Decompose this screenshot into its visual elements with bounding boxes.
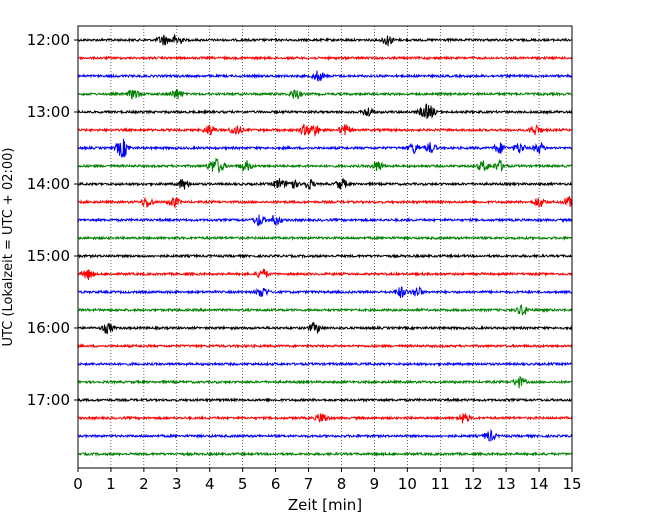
x-tick-label: 8	[337, 475, 347, 493]
trace-line	[77, 376, 573, 389]
trace-lines	[77, 33, 573, 458]
y-tick-label: 12:00	[27, 31, 70, 49]
x-tick-label: 4	[205, 475, 215, 493]
x-tick-label: 1	[106, 475, 116, 493]
trace-line	[77, 196, 573, 209]
trace-line	[77, 285, 573, 299]
trace-line	[77, 361, 572, 368]
trace-line	[77, 214, 573, 227]
trace-line	[77, 157, 573, 175]
trace-line	[77, 54, 573, 61]
y-tick-label: 13:00	[27, 103, 70, 121]
x-tick-label: 5	[238, 475, 248, 493]
trace-line	[77, 70, 573, 82]
trace-line	[77, 124, 573, 137]
trace-line	[77, 268, 573, 281]
trace-line	[77, 413, 573, 424]
x-tick-label: 15	[562, 475, 581, 493]
y-axis-ticks: 12:00 13:00 14:00 15:00 16:00 17:00	[27, 31, 78, 409]
trace-line	[77, 428, 573, 442]
x-axis-ticks: 0 1 2 3 4 5 6 7 8 9 10 11 12 13 14 15	[73, 468, 582, 493]
x-tick-label: 3	[172, 475, 182, 493]
x-axis-label: Zeit [min]	[288, 496, 362, 514]
x-tick-label: 14	[530, 475, 549, 493]
trace-line	[77, 89, 573, 100]
trace-line	[77, 138, 573, 158]
x-tick-label: 0	[73, 475, 83, 493]
x-tick-label: 13	[497, 475, 516, 493]
y-tick-label: 14:00	[27, 175, 70, 193]
x-tick-label: 10	[398, 475, 417, 493]
trace-line	[77, 253, 573, 260]
trace-line	[77, 103, 573, 120]
trace-line	[77, 397, 573, 404]
x-tick-label: 6	[271, 475, 281, 493]
y-tick-label: 17:00	[27, 391, 70, 409]
x-tick-label: 11	[431, 475, 450, 493]
x-tick-label: 2	[139, 475, 149, 493]
y-tick-label: 15:00	[27, 247, 70, 265]
trace-line	[77, 177, 573, 190]
trace-line	[77, 343, 573, 350]
y-tick-label: 16:00	[27, 319, 70, 337]
trace-line	[78, 304, 573, 316]
trace-line	[77, 33, 573, 47]
x-tick-label: 12	[464, 475, 483, 493]
trace-line	[77, 321, 573, 335]
trace-line	[78, 451, 573, 458]
y-axis-label: UTC (Lokalzeit = UTC + 02:00)	[1, 148, 16, 347]
x-tick-label: 7	[304, 475, 314, 493]
plot-frame	[77, 25, 573, 469]
x-tick-label: 9	[370, 475, 380, 493]
trace-line	[77, 234, 573, 242]
